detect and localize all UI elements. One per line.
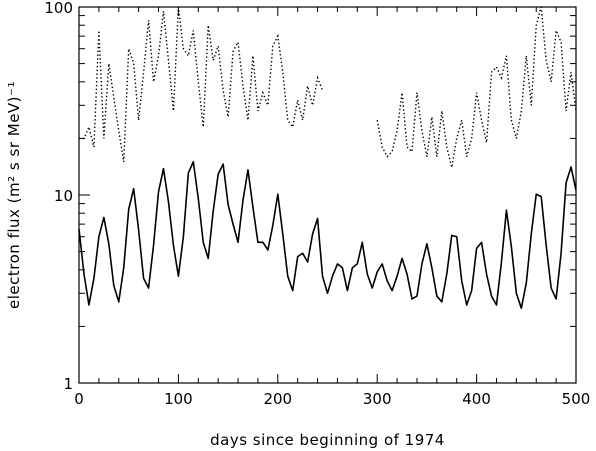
axis-ticks xyxy=(78,6,577,384)
x-tick-label: 0 xyxy=(74,390,84,408)
y-tick-label: 1 xyxy=(63,375,73,393)
dotted-flux-series xyxy=(79,6,577,168)
x-tick-label: 500 xyxy=(562,390,591,408)
y-tick-label: 10 xyxy=(54,187,73,205)
x-tick-label: 300 xyxy=(363,390,392,408)
x-tick-label: 200 xyxy=(263,390,292,408)
y-tick-label: 100 xyxy=(44,0,73,17)
series-layer xyxy=(78,6,577,309)
x-tick-label: 400 xyxy=(462,390,491,408)
x-axis-label: days since beginning of 1974 xyxy=(210,431,445,449)
plot-frame xyxy=(78,6,577,384)
y-axis-label: electron flux (m² s sr MeV)⁻¹ xyxy=(5,81,23,309)
x-tick-label: 100 xyxy=(164,390,193,408)
solid-flux-series xyxy=(78,161,577,309)
axis-tick-labels: 0 100 200 300 400 500 1 10 100 xyxy=(44,0,590,408)
